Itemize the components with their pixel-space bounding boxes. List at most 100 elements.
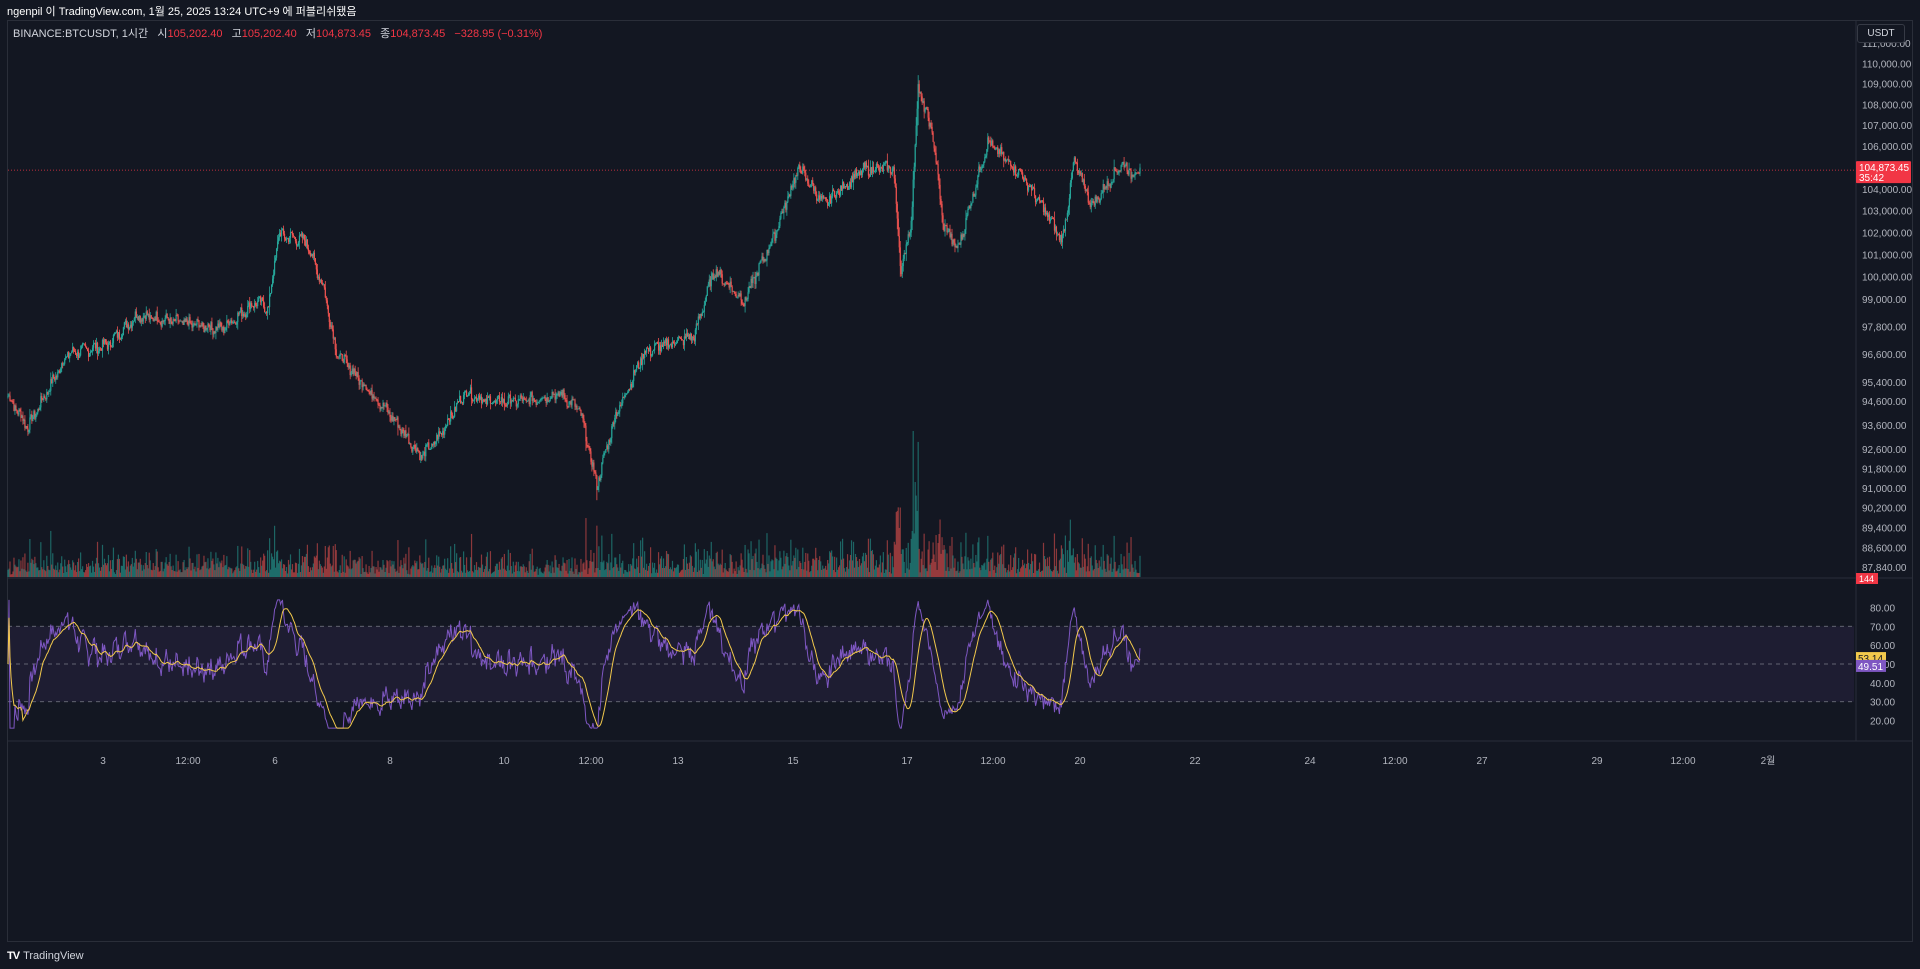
candle-body [834,191,836,197]
volume-bar [952,555,954,577]
volume-bar [929,564,931,577]
volume-bar [339,565,341,577]
currency-unit-button[interactable]: USDT [1857,24,1905,43]
candle-body [851,176,854,183]
volume-bar [546,559,548,577]
volume-bar [204,562,206,577]
volume-bar [1109,563,1111,577]
candle-body [282,228,285,234]
candle-body [850,176,853,188]
candle-body [527,400,529,402]
volume-bar [812,558,814,577]
volume-bar [715,552,717,577]
volume-bar [286,573,289,577]
volume-bar [729,554,731,577]
candle-body [657,343,660,351]
candle-body [435,441,437,444]
volume-bar [1014,553,1016,577]
volume-bar [184,570,186,577]
candle-body [873,171,876,173]
time-tick-label: 12:00 [1670,756,1695,767]
volume-bar [574,558,576,577]
volume-bar [726,571,728,577]
close-value: 104,873.45 [390,28,446,40]
candle-body [450,411,452,422]
candle-body [692,336,694,339]
volume-bar [38,570,40,577]
candle-body [899,247,901,267]
candle-body [430,448,432,450]
candle-body [382,402,384,409]
candle-body [288,237,291,242]
candle-body [1022,172,1024,179]
candle-body [456,403,458,412]
candle-body [1130,169,1132,179]
candle-body [849,182,852,188]
candle-body [869,167,872,177]
volume-bar [75,565,77,577]
volume-bar [1062,554,1065,577]
candle-body [35,415,37,419]
volume-bar [856,561,859,577]
volume-bar [389,560,391,577]
candle-body [539,399,541,401]
candle-body [294,237,297,242]
volume-bar [795,547,797,577]
volume-bar [682,558,685,577]
candle-body [46,392,48,400]
volume-bar [720,564,722,577]
volume-bar [1103,560,1105,577]
footer-branding[interactable]: TV TradingView [7,947,84,965]
candle-body [528,400,530,405]
candle-body [138,315,140,321]
candle-body [1000,147,1002,154]
candle-body [554,393,556,400]
volume-bar [771,559,773,577]
volume-bar [1121,564,1123,577]
volume-bar [133,562,135,577]
volume-bar [330,566,332,577]
candle-body [642,354,644,365]
candle-body [772,233,774,239]
candle-body [353,368,355,374]
candle-body [330,325,332,327]
candle-body [649,347,652,356]
volume-bar [205,561,207,577]
candle-body [325,297,327,301]
publication-attribution: ngenpil 이 TradingView.com, 1월 25, 2025 1… [7,6,357,18]
volume-bar [619,554,621,577]
volume-bar [77,561,79,577]
rsi-pane[interactable] [7,599,1854,729]
volume-bar [909,562,911,577]
time-axis[interactable]: 3 12:00 6 8 10 12:00 13 15 17 12:00 20 22 24 12:00 27 2… [100,755,1775,767]
volume-bar [126,566,128,577]
candle-body [1120,165,1122,171]
candle-body [252,305,254,307]
volume-bar [930,562,932,577]
volume-bar [721,549,723,577]
candle-body [1059,234,1062,241]
volume-bar [651,562,654,577]
candle-body [20,411,22,418]
candle-body [181,321,183,322]
candle-body [314,258,316,265]
candle-body [868,175,871,177]
volume-bar [706,550,708,577]
volume-bar [332,545,334,577]
price-axis[interactable]: 111,000.00110,000.00109,000.00108,000.00… [1856,39,1912,728]
candle-body [26,426,28,429]
volume-bar [95,557,98,577]
volume-bar [714,569,716,577]
candle-body [817,200,819,202]
volume-bar [256,569,258,577]
candle-body [285,238,288,240]
candle-body [679,337,682,339]
volume-bar [713,566,715,577]
candle-body [230,320,232,324]
candle-body [675,342,678,345]
volume-bar [360,574,362,577]
candle-body [729,281,731,288]
candlestick-series[interactable] [7,75,1141,501]
candle-body [943,223,945,232]
